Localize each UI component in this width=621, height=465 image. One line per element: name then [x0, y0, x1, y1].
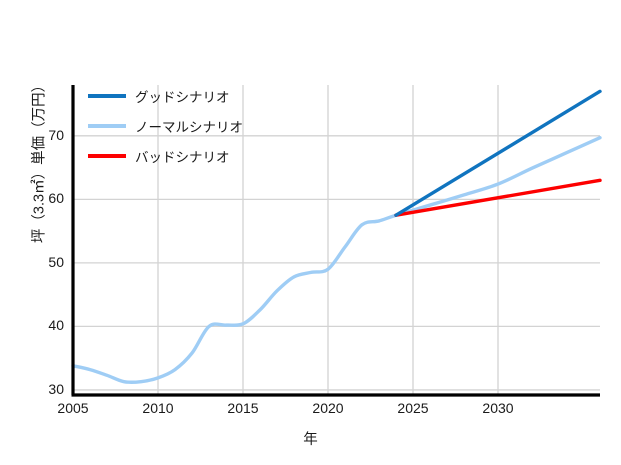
x-axis-tick-label: 2025: [397, 400, 429, 416]
y-axis-label: 坪（3.3㎡）単価（万円）: [31, 77, 48, 244]
legend-item[interactable]: ノーマルシナリオ: [88, 118, 293, 135]
x-axis-tick-label: 2010: [142, 400, 174, 416]
chart-legend: グッドシナリオ ノーマルシナリオ バッドシナリオ: [88, 88, 293, 165]
grid-lines: [73, 85, 600, 395]
y-axis-tick-label: 40: [48, 317, 64, 334]
legend-item-label: バッドシナリオ: [135, 150, 230, 165]
line-swatch-bad-icon: [88, 154, 126, 158]
x-axis-tick-label: 2015: [227, 400, 259, 416]
x-axis-label: 年: [303, 432, 318, 448]
legend-item[interactable]: グッドシナリオ: [88, 88, 293, 105]
y-axis-tick-label: 70: [48, 126, 64, 143]
series-line-bad: [394, 178, 602, 217]
legend-item-label: グッドシナリオ: [135, 90, 230, 105]
legend-item[interactable]: バッドシナリオ: [88, 148, 293, 165]
series-line-good: [394, 89, 602, 217]
axis-spines: [71, 85, 600, 397]
x-axis-tick-label: 2030: [482, 400, 514, 416]
x-axis-tick-label: 2020: [312, 400, 344, 416]
legend-item-label: ノーマルシナリオ: [135, 120, 243, 135]
series-line-normal: [71, 136, 602, 384]
line-swatch-good-icon: [88, 94, 126, 98]
y-axis-tick-label: 60: [48, 190, 64, 207]
y-axis-tick-label: 30: [48, 380, 64, 397]
y-axis-tick-label: 50: [48, 253, 64, 270]
series-lines: [71, 89, 602, 384]
line-swatch-normal-icon: [88, 124, 126, 128]
x-axis-tick-label: 2005: [57, 400, 89, 416]
